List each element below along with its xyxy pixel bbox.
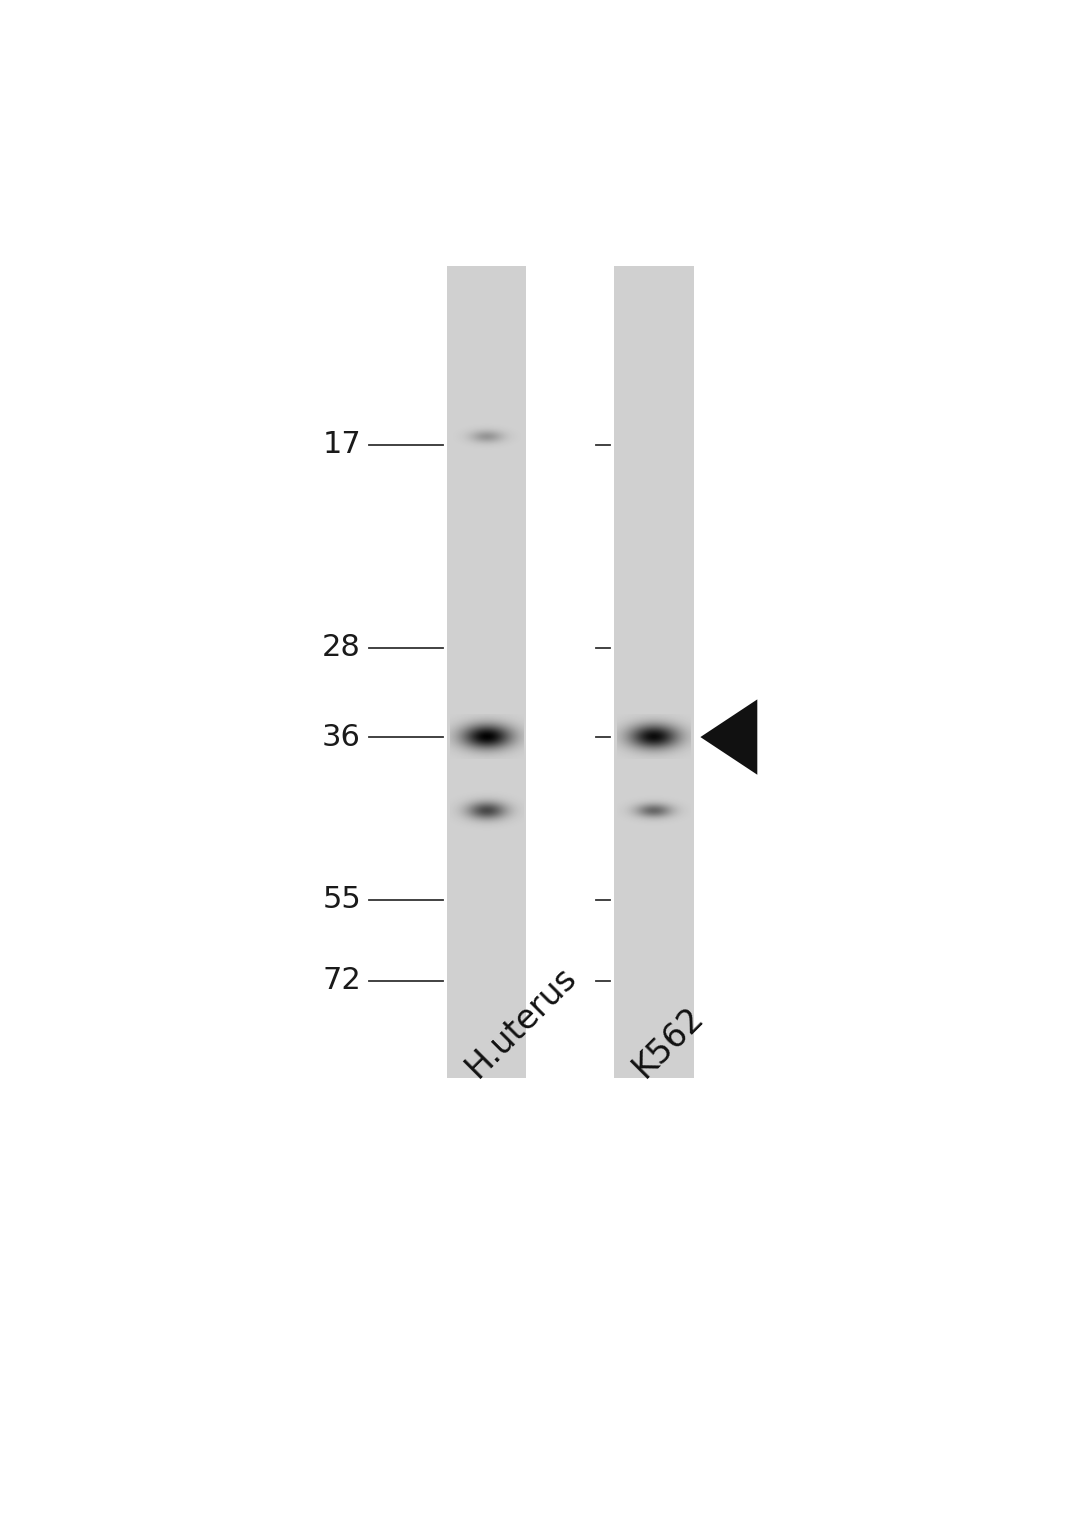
Text: H.uterus: H.uterus (459, 960, 583, 1084)
Text: 72: 72 (322, 966, 361, 995)
Bar (615, 266, 693, 1078)
Text: 17: 17 (322, 430, 361, 459)
Text: 28: 28 (322, 633, 361, 662)
Text: K562: K562 (626, 1000, 711, 1084)
Text: 36: 36 (322, 723, 361, 752)
Text: 55: 55 (322, 885, 361, 914)
Polygon shape (701, 699, 757, 775)
Bar (447, 266, 526, 1078)
